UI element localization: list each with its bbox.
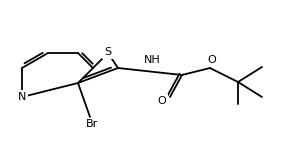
Text: NH: NH (144, 55, 160, 65)
Text: O: O (208, 55, 216, 65)
Text: S: S (104, 47, 112, 57)
Text: N: N (18, 92, 26, 102)
Text: Br: Br (86, 119, 98, 129)
Text: O: O (158, 96, 166, 106)
